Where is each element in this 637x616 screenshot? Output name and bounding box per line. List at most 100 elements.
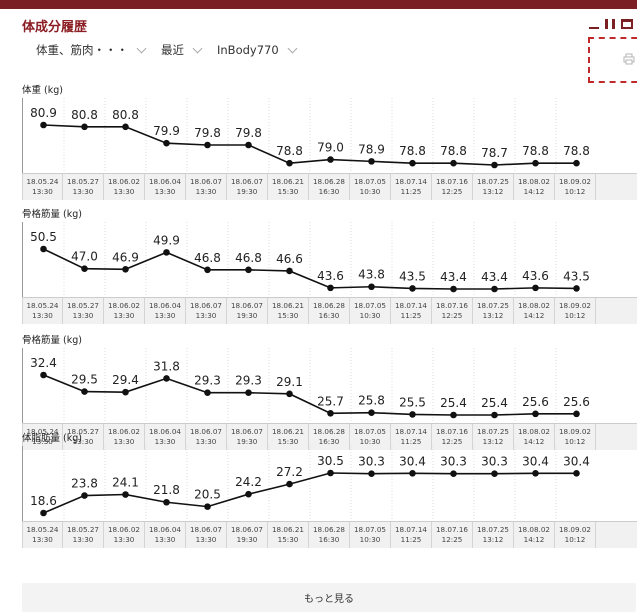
date-cell: 18.07.25 13:12 xyxy=(473,522,514,548)
date-label: 18.05.24 xyxy=(26,301,59,310)
data-point[interactable] xyxy=(573,470,580,477)
data-point[interactable] xyxy=(286,390,293,398)
date-row: 18.05.24 13:30 18.05.27 13:30 18.06.02 13:30 1… xyxy=(22,173,637,200)
data-point[interactable] xyxy=(286,480,293,488)
date-label: 18.07.14 xyxy=(394,525,427,534)
date-cell: 18.05.24 13:30 xyxy=(22,522,63,548)
data-point[interactable] xyxy=(532,159,539,167)
data-point[interactable] xyxy=(491,470,498,477)
data-point[interactable] xyxy=(532,470,539,477)
minimize-icon[interactable] xyxy=(589,27,599,29)
data-point[interactable] xyxy=(163,249,170,256)
data-point[interactable] xyxy=(532,284,539,292)
data-point[interactable] xyxy=(245,389,252,397)
data-label: 43.5 xyxy=(399,269,426,283)
print-button[interactable] xyxy=(588,37,637,83)
time-label: 19:30 xyxy=(236,187,258,196)
data-point[interactable] xyxy=(40,121,47,129)
date-label: 18.06.07 xyxy=(230,177,263,186)
data-point[interactable] xyxy=(573,410,580,418)
time-label: 15:30 xyxy=(277,187,299,196)
data-point[interactable] xyxy=(368,158,375,165)
data-point[interactable] xyxy=(81,265,88,273)
date-label: 18.06.28 xyxy=(312,525,345,534)
data-point[interactable] xyxy=(122,388,129,396)
data-label: 25.6 xyxy=(563,395,590,409)
data-point[interactable] xyxy=(573,159,580,167)
date-cell: 18.07.05 10:30 xyxy=(350,174,391,200)
date-cell: 18.06.28 16:30 xyxy=(309,424,350,450)
data-point[interactable] xyxy=(40,371,47,379)
data-label: 30.4 xyxy=(522,454,549,468)
more-button[interactable]: もっと見る xyxy=(22,583,636,612)
data-label: 29.1 xyxy=(276,375,303,389)
data-point[interactable] xyxy=(163,498,170,506)
data-point[interactable] xyxy=(368,470,375,477)
data-point[interactable] xyxy=(327,409,334,417)
data-point[interactable] xyxy=(409,411,416,418)
date-cell: 18.07.14 11:25 xyxy=(391,298,432,324)
data-point[interactable] xyxy=(204,503,211,510)
data-point[interactable] xyxy=(409,285,416,292)
data-point[interactable] xyxy=(286,267,293,275)
metric-select[interactable]: 体重、筋肉・・・ xyxy=(36,42,147,58)
time-label: 12:25 xyxy=(441,311,463,320)
data-point[interactable] xyxy=(327,284,334,292)
data-point[interactable] xyxy=(286,159,293,167)
date-cell: 18.06.02 13:30 xyxy=(104,298,145,324)
data-point[interactable] xyxy=(122,265,129,273)
data-label: 29.3 xyxy=(235,374,262,388)
data-point[interactable] xyxy=(245,141,252,149)
date-label: 18.07.05 xyxy=(353,427,386,436)
data-point[interactable] xyxy=(573,285,580,292)
data-point[interactable] xyxy=(368,283,375,291)
date-label: 18.07.16 xyxy=(435,427,468,436)
data-point[interactable] xyxy=(122,123,129,131)
columns-icon[interactable] xyxy=(605,19,615,29)
data-point[interactable] xyxy=(40,509,47,517)
data-point[interactable] xyxy=(204,389,211,397)
date-label: 18.06.02 xyxy=(107,177,140,186)
data-point[interactable] xyxy=(450,159,457,167)
data-point[interactable] xyxy=(81,388,88,395)
data-point[interactable] xyxy=(327,469,334,477)
data-point[interactable] xyxy=(245,490,252,498)
data-point[interactable] xyxy=(81,492,88,499)
data-point[interactable] xyxy=(204,141,211,149)
date-cell: 18.06.28 16:30 xyxy=(309,522,350,548)
time-label: 12:25 xyxy=(441,437,463,446)
data-point[interactable] xyxy=(450,470,457,477)
data-point[interactable] xyxy=(491,285,498,293)
date-cell: 18.06.07 13:30 xyxy=(186,522,227,548)
data-point[interactable] xyxy=(532,410,539,418)
filter-bar: 体重、筋肉・・・ 最近 InBody770 xyxy=(36,42,312,58)
date-label: 18.05.24 xyxy=(26,177,59,186)
data-point[interactable] xyxy=(327,156,334,163)
date-label: 18.07.14 xyxy=(394,427,427,436)
data-label: 50.5 xyxy=(30,230,57,244)
maximize-icon[interactable] xyxy=(621,19,633,29)
data-point[interactable] xyxy=(409,159,416,167)
device-select[interactable]: InBody770 xyxy=(217,43,298,57)
data-point[interactable] xyxy=(409,470,416,477)
date-label: 18.05.27 xyxy=(66,301,99,310)
data-point[interactable] xyxy=(163,375,170,382)
date-label: 18.06.04 xyxy=(148,301,181,310)
time-label: 13:12 xyxy=(482,311,504,320)
data-point[interactable] xyxy=(450,285,457,293)
data-point[interactable] xyxy=(245,266,252,274)
printer-icon xyxy=(623,53,635,65)
data-point[interactable] xyxy=(450,411,457,419)
data-point[interactable] xyxy=(163,139,170,147)
data-point[interactable] xyxy=(40,245,47,253)
time-label: 15:30 xyxy=(277,437,299,446)
data-point[interactable] xyxy=(368,409,375,417)
period-select[interactable]: 最近 xyxy=(161,42,203,58)
data-point[interactable] xyxy=(491,411,498,419)
data-point[interactable] xyxy=(491,161,498,169)
data-label: 78.8 xyxy=(440,144,467,158)
data-point[interactable] xyxy=(204,266,211,274)
data-point[interactable] xyxy=(81,123,88,131)
data-point[interactable] xyxy=(122,491,129,498)
time-label: 13:30 xyxy=(195,311,217,320)
